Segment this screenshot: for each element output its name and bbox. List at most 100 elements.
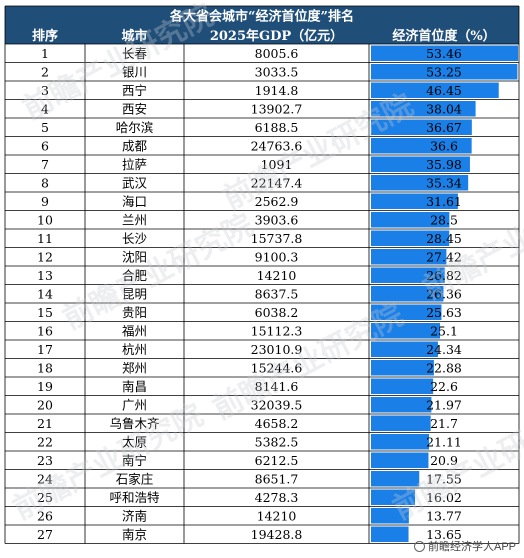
primacy-label: 22.88: [426, 360, 462, 375]
primacy-bar: [371, 360, 434, 376]
rank-cell: 1: [41, 46, 49, 61]
primacy-bar: [371, 304, 442, 320]
city-cell: 长沙: [122, 231, 148, 246]
gdp-cell: 4658.2: [255, 416, 299, 431]
primacy-bar: [371, 378, 434, 394]
gdp-cell: 6038.2: [255, 305, 299, 320]
primacy-label: 26.82: [426, 268, 462, 283]
city-cell: 南昌: [122, 379, 147, 394]
gdp-cell: 3903.6: [255, 212, 299, 227]
footer-text: 前瞻经济学人APP: [427, 541, 516, 553]
primacy-bar: [371, 489, 416, 505]
rank-cell: 23: [37, 453, 53, 468]
rank-cell: 11: [37, 231, 53, 246]
primacy-bar: [371, 415, 431, 431]
gdp-cell: 2562.9: [255, 194, 299, 209]
primacy-bar: [371, 397, 432, 413]
rank-cell: 9: [41, 194, 49, 209]
city-cell: 兰州: [122, 212, 147, 227]
rank-cell: 25: [37, 490, 53, 505]
primacy-bar: [371, 323, 441, 339]
rank-cell: 3: [41, 83, 49, 98]
primacy-bar: [371, 434, 430, 450]
rank-cell: 27: [37, 527, 53, 542]
rank-cell: 12: [37, 249, 53, 264]
rank-cell: 22: [37, 434, 53, 449]
primacy-bar: [371, 193, 458, 209]
rank-cell: 15: [37, 305, 53, 320]
rank-cell: 20: [37, 397, 53, 412]
rank-cell: 18: [37, 360, 53, 375]
rank-cell: 14: [37, 286, 53, 301]
gdp-cell: 8637.5: [255, 286, 299, 301]
primacy-bar: [371, 471, 420, 487]
primacy-label: 25.63: [426, 305, 462, 320]
city-cell: 昆明: [122, 286, 147, 301]
primacy-bar: [371, 212, 450, 228]
city-cell: 成都: [122, 138, 148, 153]
city-cell: 海口: [122, 194, 147, 209]
gdp-cell: 15737.8: [251, 231, 303, 246]
gdp-cell: 9100.3: [255, 249, 299, 264]
primacy-label: 35.34: [426, 175, 462, 190]
gdp-cell: 8141.6: [255, 379, 299, 394]
primacy-bar: [371, 286, 444, 302]
header-band: [5, 6, 519, 44]
primacy-bar: [371, 230, 450, 246]
gdp-cell: 14210: [257, 268, 297, 283]
rank-cell: 5: [41, 120, 49, 135]
primacy-label: 26.36: [426, 286, 462, 301]
city-cell: 广州: [122, 397, 147, 412]
city-cell: 武汉: [122, 175, 148, 190]
primacy-label: 53.46: [426, 46, 462, 61]
primacy-label: 24.34: [426, 342, 462, 357]
primacy-bar: [371, 119, 472, 135]
primacy-label: 46.45: [426, 83, 462, 98]
gdp-cell: 8651.7: [255, 471, 299, 486]
primacy-label: 35.98: [426, 157, 462, 172]
gdp-cell: 1091: [261, 157, 293, 172]
gdp-cell: 6188.5: [255, 120, 299, 135]
rank-cell: 2: [41, 64, 49, 79]
gdp-cell: 6212.5: [255, 453, 299, 468]
gdp-cell: 19428.8: [251, 527, 303, 542]
city-cell: 南宁: [122, 453, 147, 468]
primacy-label: 53.25: [426, 64, 462, 79]
column-header: 排序: [32, 28, 58, 44]
primacy-label: 38.04: [426, 101, 462, 116]
city-cell: 合肥: [122, 268, 148, 283]
city-cell: 乌鲁木齐: [109, 416, 160, 431]
primacy-label: 31.61: [426, 194, 462, 209]
gdp-cell: 13902.7: [251, 101, 303, 116]
gdp-cell: 4278.3: [255, 490, 299, 505]
primacy-bar: [371, 267, 445, 283]
primacy-label: 17.55: [426, 471, 462, 486]
rank-cell: 7: [41, 157, 49, 172]
primacy-label: 36.6: [430, 138, 458, 153]
city-cell: 太原: [122, 434, 147, 449]
city-cell: 沈阳: [122, 249, 147, 264]
rank-cell: 10: [37, 212, 53, 227]
column-header: 2025年GDP（亿元）: [210, 28, 343, 44]
city-cell: 济南: [122, 508, 147, 523]
city-cell: 哈尔滨: [116, 120, 154, 135]
gdp-cell: 24763.6: [251, 138, 303, 153]
rank-cell: 8: [41, 175, 49, 190]
city-cell: 南京: [122, 527, 147, 542]
gdp-cell: 14210: [257, 508, 297, 523]
gdp-cell: 23010.9: [251, 342, 303, 357]
primacy-label: 13.65: [426, 527, 462, 542]
chart-title: 各大省会城市“经济首位度”排名: [169, 9, 354, 25]
primacy-label: 22.6: [430, 379, 458, 394]
city-cell: 呼和浩特: [109, 490, 159, 505]
gdp-cell: 8005.6: [255, 46, 299, 61]
primacy-label: 36.67: [426, 120, 462, 135]
city-cell: 石家庄: [116, 471, 154, 486]
primacy-bar: [371, 156, 470, 172]
city-cell: 郑州: [122, 360, 147, 375]
gdp-cell: 22147.4: [251, 175, 303, 190]
primacy-bar: [371, 138, 472, 154]
city-cell: 银川: [122, 64, 147, 79]
footer-credit: 前瞻经济学人APP: [413, 538, 516, 554]
